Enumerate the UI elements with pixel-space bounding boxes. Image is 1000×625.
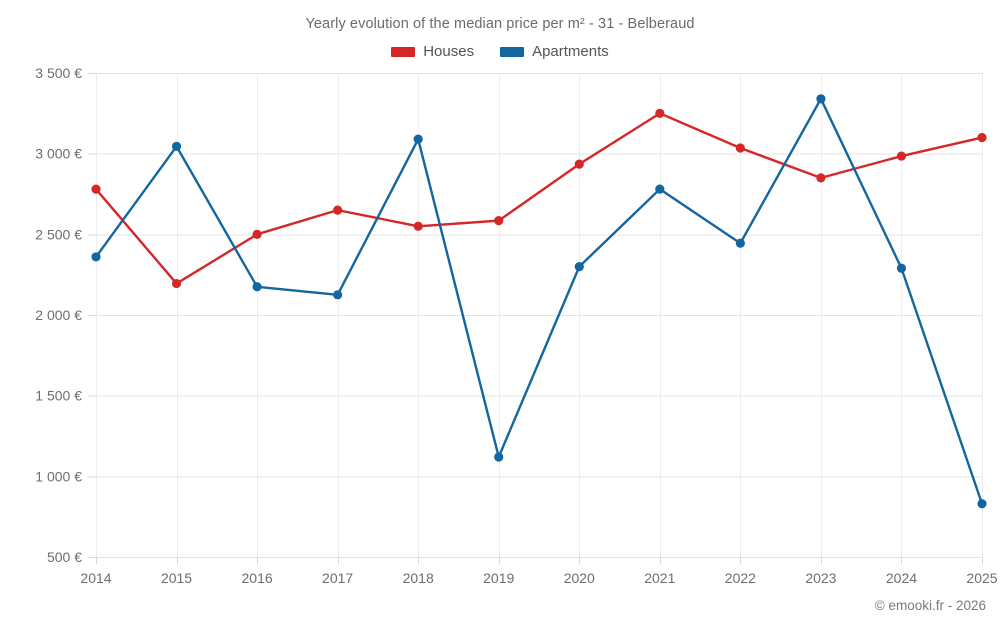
page-title: Yearly evolution of the median price per… xyxy=(305,16,695,32)
data-point-houses-2019[interactable] xyxy=(494,216,504,226)
y-axis-tick-label: 2 000 € xyxy=(35,307,82,323)
y-axis-tick-label: 3 500 € xyxy=(35,65,82,81)
y-axis-tick-label: 1 000 € xyxy=(35,468,82,484)
data-point-apartments-2023[interactable] xyxy=(816,94,826,104)
data-point-apartments-2020[interactable] xyxy=(574,262,584,272)
legend-item-houses[interactable]: Houses xyxy=(391,44,474,59)
x-axis-tick-label: 2023 xyxy=(805,570,836,586)
legend-item-apartments[interactable]: Apartments xyxy=(500,44,609,59)
data-point-houses-2016[interactable] xyxy=(252,229,262,239)
x-axis-tick-label: 2015 xyxy=(161,570,192,586)
data-point-apartments-2018[interactable] xyxy=(413,134,423,144)
footer-credit: © emooki.fr - 2026 xyxy=(874,598,986,613)
x-axis-tick-label: 2025 xyxy=(966,570,997,586)
data-point-houses-2023[interactable] xyxy=(816,173,826,183)
legend-swatch-houses xyxy=(391,46,416,57)
x-axis-tick-label: 2019 xyxy=(483,570,514,586)
data-point-apartments-2017[interactable] xyxy=(333,290,343,300)
chart-legend: Houses Apartments xyxy=(0,44,1000,59)
x-axis-labels: 2014 2015 2016 2017 2018 2019 2020 2021 2022 2023… xyxy=(80,570,997,586)
series-line-apartments xyxy=(94,97,984,505)
x-axis-tick-label: 2024 xyxy=(886,570,917,586)
x-axis-tick-label: 2017 xyxy=(322,570,353,586)
data-point-apartments-2015[interactable] xyxy=(171,141,182,152)
data-point-houses-2014[interactable] xyxy=(91,184,101,194)
legend-label-apartments: Apartments xyxy=(532,43,609,60)
x-axis-tick-label: 2021 xyxy=(644,570,675,586)
y-axis-tick-label: 1 500 € xyxy=(35,388,82,404)
data-point-houses-2024[interactable] xyxy=(896,151,907,161)
series-layer xyxy=(91,94,987,509)
axis-layer xyxy=(88,73,983,564)
x-axis-tick-label: 2014 xyxy=(80,570,111,586)
data-point-houses-2018[interactable] xyxy=(413,221,423,231)
x-axis-tick-label: 2022 xyxy=(725,570,756,586)
x-axis-tick-label: 2018 xyxy=(403,570,434,586)
legend-label-houses: Houses xyxy=(423,43,475,60)
y-axis-tick-label: 500 € xyxy=(47,549,82,565)
data-point-houses-2015[interactable] xyxy=(171,278,182,289)
data-point-apartments-2024[interactable] xyxy=(896,263,907,273)
x-axis-tick-label: 2016 xyxy=(242,570,273,586)
grid-layer xyxy=(96,73,983,558)
y-axis-labels: 500 € 1 000 € 1 500 € 2 000 € 2 500 € 3 000 €… xyxy=(35,65,82,565)
y-axis-tick-label: 2 500 € xyxy=(35,226,82,242)
data-point-apartments-2025[interactable] xyxy=(977,499,987,509)
data-point-houses-2017[interactable] xyxy=(333,205,343,215)
data-point-houses-2025[interactable] xyxy=(977,132,987,143)
y-axis-tick-label: 3 000 € xyxy=(35,146,82,162)
data-point-apartments-2019[interactable] xyxy=(494,452,504,462)
data-point-apartments-2016[interactable] xyxy=(252,282,262,292)
series-line-houses xyxy=(94,112,984,285)
data-point-apartments-2021[interactable] xyxy=(655,184,665,194)
data-point-houses-2020[interactable] xyxy=(574,159,584,169)
legend-swatch-apartments xyxy=(500,46,525,57)
data-point-houses-2021[interactable] xyxy=(655,108,665,118)
data-point-houses-2022[interactable] xyxy=(735,143,745,153)
x-axis-tick-label: 2020 xyxy=(564,570,595,586)
data-point-apartments-2022[interactable] xyxy=(735,238,745,248)
data-point-apartments-2014[interactable] xyxy=(91,252,101,262)
